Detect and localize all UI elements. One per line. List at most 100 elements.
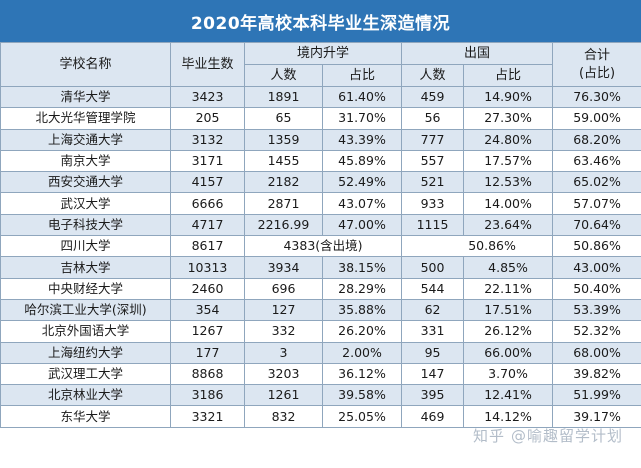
- cell-ar: 27.30%: [463, 107, 554, 130]
- cell-dn: 1455: [244, 149, 323, 173]
- cell-total: 50.40%: [552, 277, 641, 300]
- cell-an: 395: [401, 384, 465, 407]
- header-domestic-ratio: 占比: [321, 64, 403, 87]
- cell-dr: 38.15%: [321, 256, 403, 279]
- cell-total: 52.32%: [552, 320, 641, 343]
- cell-dn: 1891: [244, 85, 323, 109]
- cell-an: 459: [401, 85, 465, 109]
- cell-total: 53.39%: [552, 298, 641, 322]
- header-abroad-count: 人数: [401, 64, 465, 87]
- header-grads: 毕业生数: [170, 42, 245, 87]
- cell-dr: 35.88%: [321, 298, 403, 322]
- cell-grads: 1267: [170, 320, 245, 343]
- cell-dn: 2871: [244, 192, 323, 215]
- cell-an: 147: [401, 362, 465, 386]
- table-row: 北大光华管理学院 205 65 31.70% 56 27.30% 59.00%: [0, 107, 641, 130]
- table-row: 武汉大学 6666 2871 43.07% 933 14.00% 57.07%: [0, 192, 641, 215]
- header-total-line1: 合计: [584, 47, 611, 63]
- cell-grads: 4157: [170, 171, 245, 194]
- cell-dr: 2.00%: [321, 341, 403, 364]
- cell-ar: 17.51%: [463, 298, 554, 322]
- cell-dr: 31.70%: [321, 107, 403, 130]
- cell-school: 四川大学: [0, 235, 171, 258]
- cell-ar: 14.12%: [463, 405, 554, 428]
- table-row: 北京外国语大学 1267 332 26.20% 331 26.12% 52.32%: [0, 320, 641, 343]
- cell-ar: 3.70%: [463, 362, 554, 386]
- cell-an: 521: [401, 171, 465, 194]
- header-row-2: 人数 占比 人数 占比: [1, 64, 641, 87]
- cell-ar: 14.90%: [463, 85, 554, 109]
- cell-an: 1115: [401, 213, 465, 237]
- cell-merged-ratio: 50.86%: [401, 235, 554, 258]
- cell-grads: 2460: [170, 277, 245, 300]
- table-row: 哈尔滨工业大学(深圳) 354 127 35.88% 62 17.51% 53.39%: [0, 298, 641, 322]
- cell-dn: 3203: [244, 362, 323, 386]
- cell-dn: 2216.99: [244, 213, 323, 237]
- cell-dr: 25.05%: [321, 405, 403, 428]
- cell-dr: 39.58%: [321, 384, 403, 407]
- cell-ar: 12.53%: [463, 171, 554, 194]
- cell-ar: 4.85%: [463, 256, 554, 279]
- cell-school: 南京大学: [0, 149, 171, 173]
- cell-an: 500: [401, 256, 465, 279]
- cell-school: 东华大学: [0, 405, 171, 428]
- table-row: 上海交通大学 3132 1359 43.39% 777 24.80% 68.20%: [0, 128, 641, 151]
- cell-total: 70.64%: [552, 213, 641, 237]
- cell-total: 59.00%: [552, 107, 641, 130]
- watermark: 知乎 @喻趣留学计划: [473, 425, 623, 446]
- table-row: 清华大学 3423 1891 61.40% 459 14.90% 76.30%: [0, 85, 641, 109]
- cell-school: 中央财经大学: [0, 277, 171, 300]
- cell-total: 39.17%: [552, 405, 641, 428]
- header-domestic-count: 人数: [244, 64, 323, 87]
- cell-grads: 3171: [170, 149, 245, 173]
- cell-dn: 696: [244, 277, 323, 300]
- cell-an: 933: [401, 192, 465, 215]
- cell-total: 68.20%: [552, 128, 641, 151]
- cell-grads: 3423: [170, 85, 245, 109]
- cell-total: 43.00%: [552, 256, 641, 279]
- cell-dr: 43.39%: [321, 128, 403, 151]
- cell-dr: 26.20%: [321, 320, 403, 343]
- cell-ar: 26.12%: [463, 320, 554, 343]
- cell-an: 557: [401, 149, 465, 173]
- table-row: 吉林大学 10313 3934 38.15% 500 4.85% 43.00%: [0, 256, 641, 279]
- watermark-left: 知乎: [472, 427, 505, 445]
- cell-an: 95: [401, 341, 465, 364]
- header-total: 合计 (占比): [552, 42, 641, 87]
- cell-grads: 3186: [170, 384, 245, 407]
- cell-dn: 3934: [244, 256, 323, 279]
- cell-total: 57.07%: [552, 192, 641, 215]
- cell-an: 777: [401, 128, 465, 151]
- cell-an: 56: [401, 107, 465, 130]
- cell-dr: 36.12%: [321, 362, 403, 386]
- cell-grads: 205: [170, 107, 245, 130]
- cell-total: 68.00%: [552, 341, 641, 364]
- cell-dn: 65: [244, 107, 323, 130]
- watermark-right: @喻趣留学计划: [510, 427, 623, 445]
- cell-school: 北京林业大学: [0, 384, 171, 407]
- cell-school: 武汉理工大学: [0, 362, 171, 386]
- cell-dr: 43.07%: [321, 192, 403, 215]
- cell-ar: 66.00%: [463, 341, 554, 364]
- cell-grads: 354: [170, 298, 245, 322]
- table-row: 武汉理工大学 8868 3203 36.12% 147 3.70% 39.82%: [0, 362, 641, 386]
- cell-school: 北大光华管理学院: [0, 107, 171, 130]
- header-domestic: 境内升学: [243, 42, 403, 65]
- cell-ar: 17.57%: [463, 149, 554, 173]
- header-school: 学校名称: [0, 42, 171, 87]
- graduate-study-table: 学校名称 毕业生数 境内升学 出国 合计 (占比) 人数 占比 人数 占比 清华…: [0, 42, 641, 428]
- cell-dr: 52.49%: [321, 171, 403, 194]
- cell-grads: 6666: [170, 192, 245, 215]
- cell-ar: 14.00%: [463, 192, 554, 215]
- cell-ar: 12.41%: [463, 384, 554, 407]
- cell-grads: 177: [170, 341, 245, 364]
- cell-an: 469: [401, 405, 465, 428]
- cell-total: 63.46%: [552, 149, 641, 173]
- cell-school: 哈尔滨工业大学(深圳): [0, 298, 171, 322]
- cell-grads: 4717: [170, 213, 245, 237]
- table-row: 北京林业大学 3186 1261 39.58% 395 12.41% 51.99%: [0, 384, 641, 407]
- table-row: 电子科技大学 4717 2216.99 47.00% 1115 23.64% 70.64%: [0, 213, 641, 237]
- cell-grads: 10313: [170, 256, 245, 279]
- cell-an: 62: [401, 298, 465, 322]
